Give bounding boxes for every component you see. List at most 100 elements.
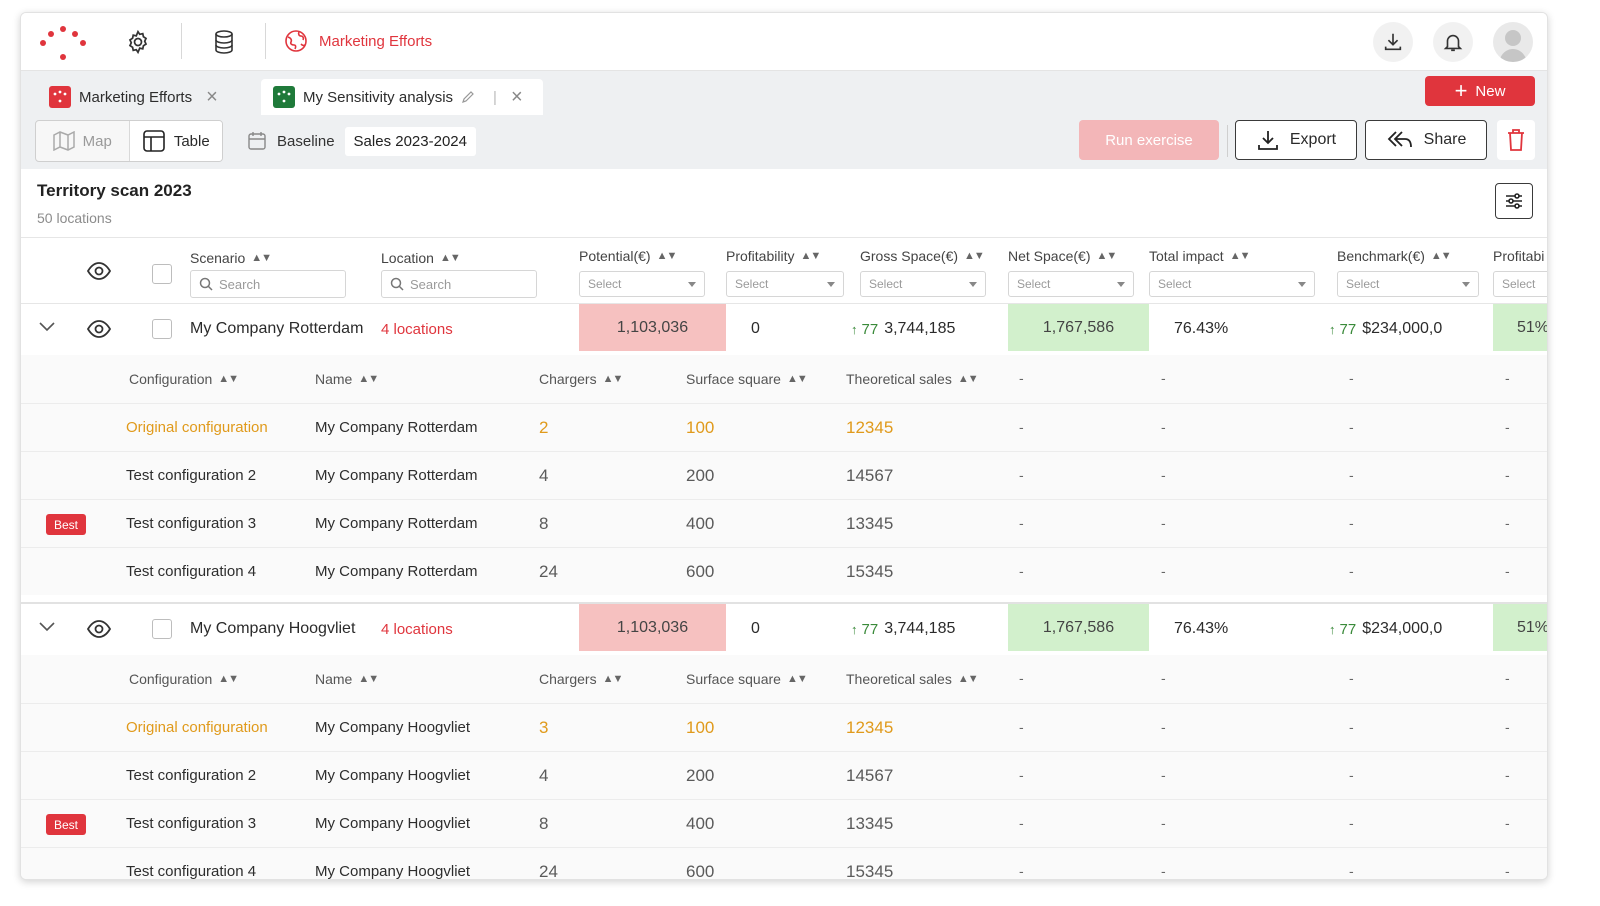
sort-icon[interactable]: ▲▼ <box>656 250 678 262</box>
eye-icon[interactable] <box>87 262 111 280</box>
baseline-selector[interactable]: Baseline Sales 2023-2024 <box>247 125 476 157</box>
empty-cell: - <box>1349 815 1354 831</box>
eye-icon[interactable] <box>87 620 111 638</box>
sort-icon[interactable]: ▲▼ <box>786 373 808 385</box>
sort-icon[interactable]: ▲▼ <box>251 252 272 264</box>
group-row[interactable]: My Company Rotterdam 4 locations 1,103,0… <box>21 304 1547 354</box>
table-row[interactable]: Best Test configuration 3 My Company Rot… <box>21 499 1547 547</box>
new-button[interactable]: + New <box>1425 76 1535 106</box>
chevron-down-icon[interactable] <box>39 322 55 332</box>
table-view-button[interactable]: Table <box>128 121 222 161</box>
config-name: Test configuration 3 <box>126 515 257 532</box>
sort-icon[interactable]: ▲▼ <box>1430 250 1452 262</box>
column-header-total-impact[interactable]: Total impact ▲▼ <box>1149 248 1251 264</box>
share-button[interactable]: Share <box>1365 120 1487 160</box>
chevron-down-icon[interactable] <box>39 622 55 632</box>
table-row[interactable]: Original configuration My Company Rotter… <box>21 403 1547 451</box>
locations-link[interactable]: 4 locations <box>381 320 453 338</box>
pencil-icon[interactable] <box>461 90 475 104</box>
column-header-profitability[interactable]: Profitability ▲▼ <box>726 248 821 264</box>
select-all-checkbox[interactable] <box>152 264 172 284</box>
export-button[interactable]: Export <box>1235 120 1357 160</box>
column-header-location[interactable]: Location ▲▼ <box>381 250 461 266</box>
gross-space-filter-select[interactable]: Select <box>860 271 986 297</box>
sort-icon[interactable]: ▲▼ <box>1229 250 1251 262</box>
column-header-net-space[interactable]: Net Space(€) ▲▼ <box>1008 248 1117 264</box>
scenario-search-input[interactable]: Search <box>190 270 346 298</box>
tab-my-sensitivity-analysis[interactable]: My Sensitivity analysis | × <box>261 79 543 115</box>
breadcrumb-label[interactable]: Marketing Efforts <box>319 32 433 50</box>
group-row[interactable]: My Company Hoogvliet 4 locations 1,103,0… <box>21 604 1547 654</box>
sort-icon[interactable]: ▲▼ <box>218 673 239 685</box>
sort-icon[interactable]: ▲▼ <box>358 673 379 685</box>
net-space-value: 1,767,586 <box>1008 604 1149 651</box>
column-settings-button[interactable] <box>1495 183 1533 219</box>
row-checkbox[interactable] <box>152 619 172 639</box>
empty-cell: - <box>1161 719 1166 735</box>
run-exercise-button[interactable]: Run exercise <box>1079 120 1219 160</box>
tab-marketing-efforts[interactable]: Marketing Efforts × <box>37 79 230 115</box>
close-icon[interactable]: × <box>206 86 218 108</box>
column-header-scenario[interactable]: Scenario ▲▼ <box>190 250 272 266</box>
profitability-filter-select[interactable]: Select <box>726 271 844 297</box>
profitability-2-filter-select[interactable]: Select <box>1493 271 1547 297</box>
map-view-button[interactable]: Map <box>36 121 129 161</box>
gear-icon[interactable] <box>123 27 153 57</box>
sub-header-configuration[interactable]: Configuration ▲▼ <box>129 355 239 403</box>
column-header-profitability-2[interactable]: Profitabi <box>1493 248 1544 264</box>
surface-value: 400 <box>686 814 715 833</box>
sub-header-label: Configuration <box>129 671 213 687</box>
empty-cell: - <box>1019 863 1024 879</box>
profitability-2-value: 51% <box>1493 604 1547 651</box>
sort-icon[interactable]: ▲▼ <box>358 373 379 385</box>
surface-value: 600 <box>686 562 715 581</box>
sub-header-surface[interactable]: Surface square ▲▼ <box>686 355 808 403</box>
notifications-button[interactable] <box>1433 22 1473 62</box>
surface-value: 100 <box>686 418 715 437</box>
database-icon[interactable] <box>209 27 239 57</box>
sub-header-name[interactable]: Name ▲▼ <box>315 355 379 403</box>
arrow-up-icon: ↑ <box>851 621 858 637</box>
eye-icon[interactable] <box>87 320 111 338</box>
sub-header-theoretical[interactable]: Theoretical sales ▲▼ <box>846 355 979 403</box>
sub-header-theoretical[interactable]: Theoretical sales ▲▼ <box>846 655 979 703</box>
table-row[interactable]: Test configuration 4 My Company Rotterda… <box>21 547 1547 595</box>
sort-icon[interactable]: ▲▼ <box>439 252 461 264</box>
close-icon[interactable]: × <box>510 86 523 108</box>
sub-header-name[interactable]: Name ▲▼ <box>315 655 379 703</box>
net-space-filter-select[interactable]: Select <box>1008 271 1134 297</box>
table-row[interactable]: Best Test configuration 3 My Company Hoo… <box>21 799 1547 847</box>
baseline-value[interactable]: Sales 2023-2024 <box>344 126 476 156</box>
table-row[interactable]: Original configuration My Company Hoogvl… <box>21 703 1547 751</box>
potential-filter-select[interactable]: Select <box>579 271 705 297</box>
delete-button[interactable] <box>1497 120 1535 160</box>
download-button[interactable] <box>1373 22 1413 62</box>
sort-icon[interactable]: ▲▼ <box>800 250 821 262</box>
app-logo-icon[interactable] <box>37 23 91 63</box>
table-row[interactable]: Test configuration 2 My Company Hoogvlie… <box>21 751 1547 799</box>
breadcrumb[interactable]: Marketing Efforts <box>283 26 432 56</box>
sub-header-chargers[interactable]: Chargers ▲▼ <box>539 355 624 403</box>
sort-icon[interactable]: ▲▼ <box>957 673 979 685</box>
total-impact-filter-select[interactable]: Select <box>1149 271 1315 297</box>
sort-icon[interactable]: ▲▼ <box>964 250 985 262</box>
column-header-benchmark[interactable]: Benchmark(€) ▲▼ <box>1337 248 1452 264</box>
table-row[interactable]: Test configuration 2 My Company Rotterda… <box>21 451 1547 499</box>
sort-icon[interactable]: ▲▼ <box>957 373 979 385</box>
column-header-potential[interactable]: Potential(€) ▲▼ <box>579 248 678 264</box>
row-checkbox[interactable] <box>152 319 172 339</box>
benchmark-filter-select[interactable]: Select <box>1337 271 1479 297</box>
sub-header-surface[interactable]: Surface square ▲▼ <box>686 655 808 703</box>
sort-icon[interactable]: ▲▼ <box>218 373 239 385</box>
sort-icon[interactable]: ▲▼ <box>602 673 624 685</box>
sort-icon[interactable]: ▲▼ <box>602 373 624 385</box>
location-search-input[interactable]: Search <box>381 270 537 298</box>
sort-icon[interactable]: ▲▼ <box>786 673 808 685</box>
sub-header-configuration[interactable]: Configuration ▲▼ <box>129 655 239 703</box>
table-row[interactable]: Test configuration 4 My Company Hoogvlie… <box>21 847 1547 879</box>
sort-icon[interactable]: ▲▼ <box>1096 250 1117 262</box>
column-header-gross-space[interactable]: Gross Space(€) ▲▼ <box>860 248 985 264</box>
sub-header-chargers[interactable]: Chargers ▲▼ <box>539 655 624 703</box>
locations-link[interactable]: 4 locations <box>381 620 453 638</box>
avatar[interactable] <box>1493 22 1533 62</box>
